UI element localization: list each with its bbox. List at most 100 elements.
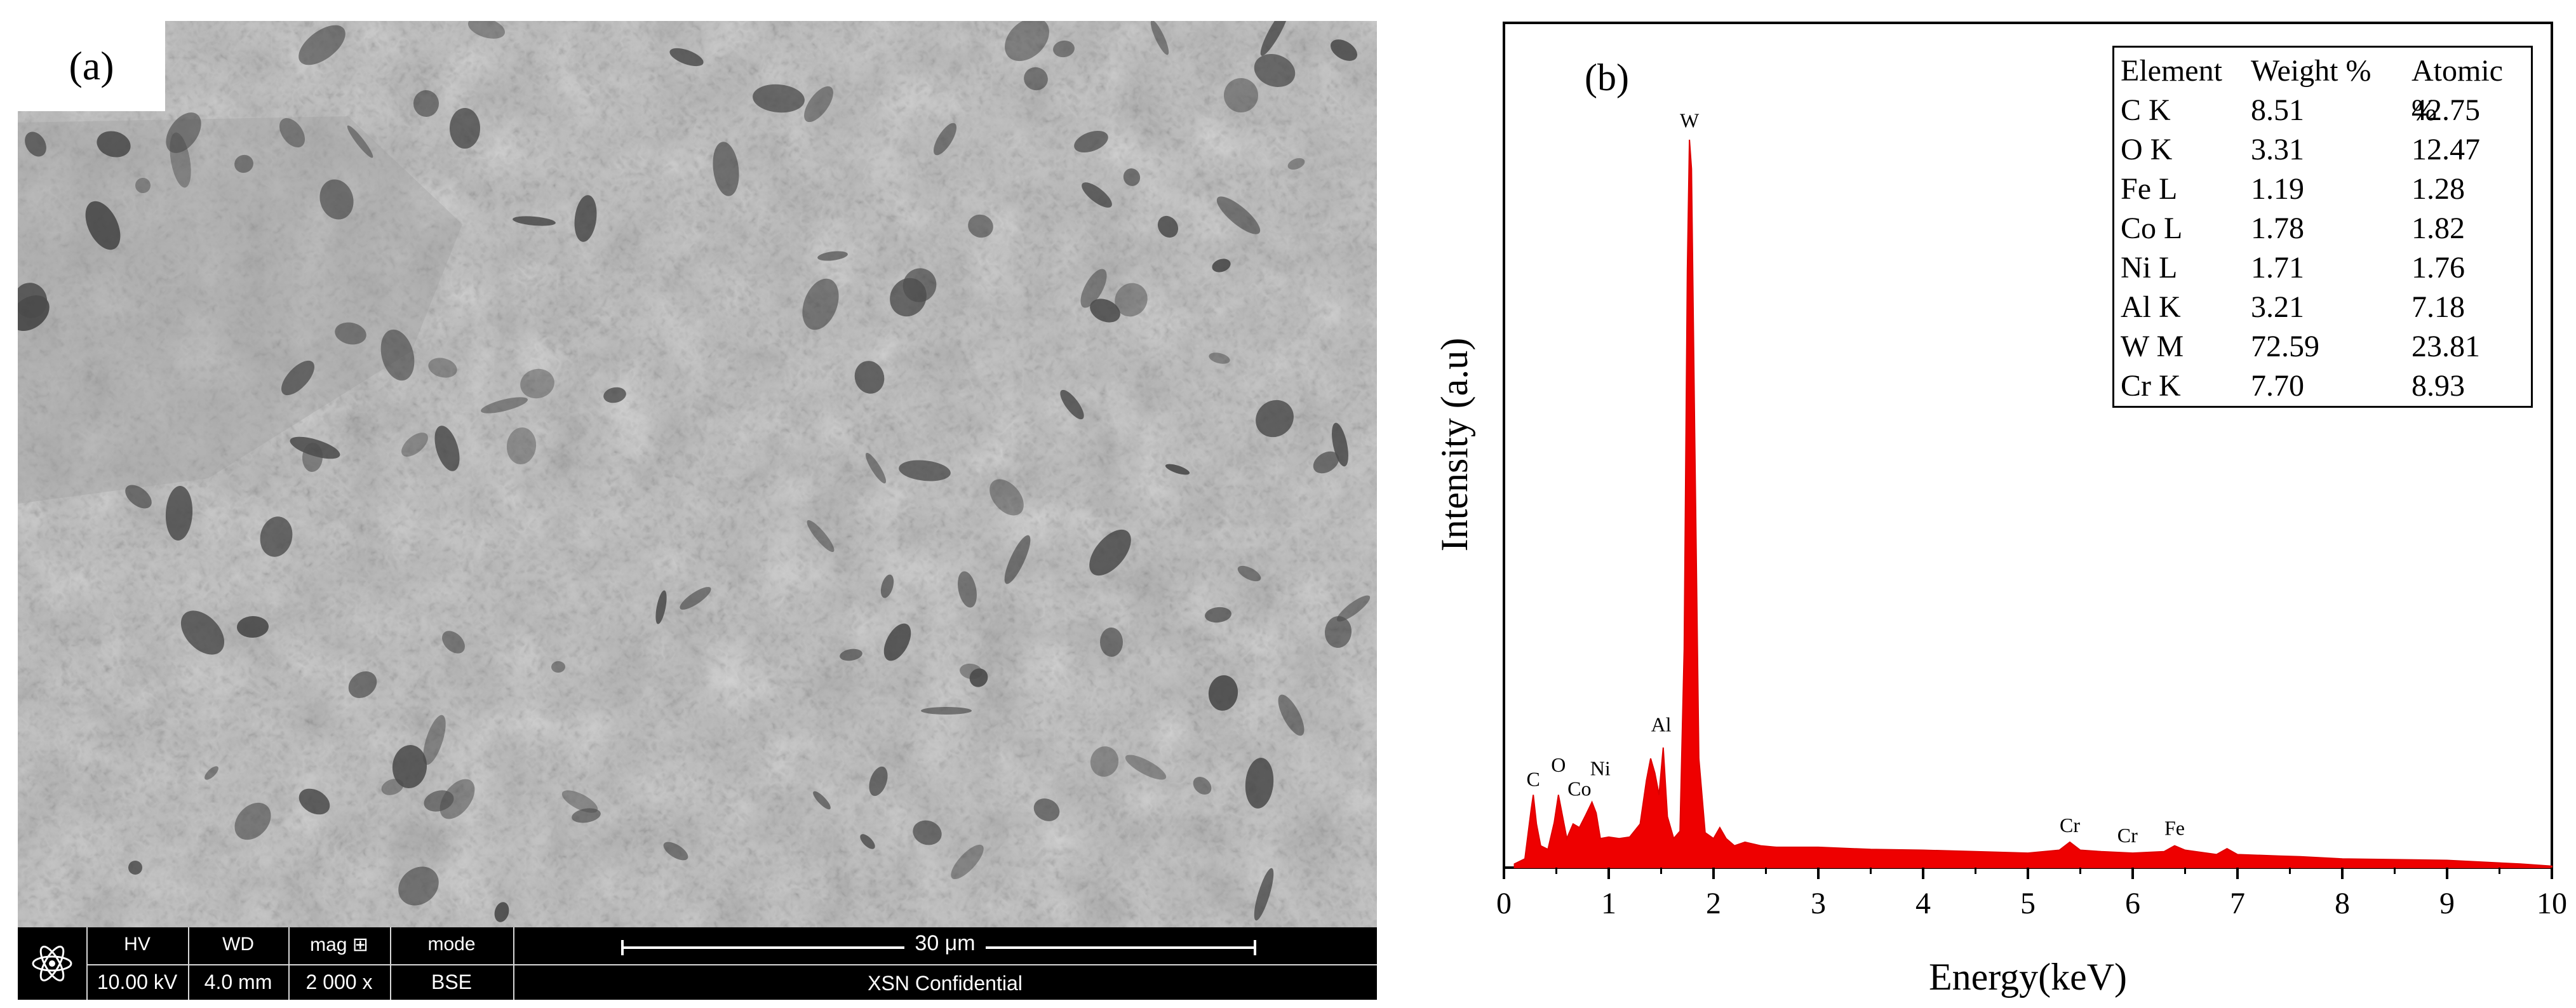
sem-pore bbox=[840, 648, 862, 661]
sem-pore bbox=[1157, 215, 1179, 238]
sem-pore bbox=[428, 358, 457, 378]
sem-pore bbox=[969, 668, 988, 687]
table-cell-atomic: 8.93 bbox=[2412, 369, 2465, 403]
scale-bar: 30 μm bbox=[513, 927, 1377, 964]
sem-pore bbox=[290, 436, 340, 459]
table-row: Cr K 7.70 8.93 bbox=[2114, 366, 2531, 406]
sem-pore bbox=[804, 86, 833, 123]
sem-pore bbox=[1324, 616, 1352, 648]
sem-info-bar: HV 10.00 kV WD 4.0 mm mag ⊞ 2 000 x mode… bbox=[18, 927, 1377, 1000]
sem-pore bbox=[1090, 299, 1120, 323]
sem-pore bbox=[1224, 78, 1258, 112]
sem-pore bbox=[1004, 535, 1031, 584]
sem-pore bbox=[1287, 158, 1305, 170]
sem-pore bbox=[1336, 595, 1371, 622]
sem-pore bbox=[1060, 389, 1084, 420]
sem-pore bbox=[18, 283, 48, 318]
sem-pore bbox=[25, 131, 46, 157]
x-tick-label: 10 bbox=[2537, 887, 2567, 920]
table-cell-weight: 1.71 bbox=[2251, 251, 2304, 285]
sem-pore bbox=[854, 361, 885, 394]
table-cell-element: O K bbox=[2121, 133, 2173, 166]
sem-pore bbox=[128, 861, 142, 875]
sem-pore bbox=[968, 214, 993, 238]
peak-label: Al bbox=[1651, 713, 1672, 736]
x-tick-label: 1 bbox=[1601, 887, 1616, 920]
sem-pore bbox=[380, 329, 415, 381]
table-cell-weight: 3.31 bbox=[2251, 133, 2304, 166]
sem-pore bbox=[1165, 464, 1190, 475]
peak-label: Cr bbox=[2117, 824, 2138, 847]
table-cell-atomic: 1.82 bbox=[2412, 212, 2465, 245]
sem-pore bbox=[860, 834, 875, 849]
table-cell-weight: 8.51 bbox=[2251, 93, 2304, 127]
sem-pore bbox=[381, 779, 404, 795]
sem-pore bbox=[655, 590, 667, 624]
sem-pore bbox=[125, 485, 152, 509]
sem-pore bbox=[1332, 422, 1348, 467]
sem-pore bbox=[302, 443, 323, 472]
sem-pore bbox=[934, 123, 956, 156]
sem-pore bbox=[1080, 269, 1107, 308]
sem-pore bbox=[1209, 353, 1230, 364]
sem-pore bbox=[713, 142, 739, 196]
x-tick-label: 6 bbox=[2125, 887, 2140, 920]
sem-pore bbox=[603, 387, 626, 403]
sem-pore bbox=[299, 25, 345, 65]
sem-pore bbox=[1256, 400, 1294, 438]
mag-label: mag ⊞ bbox=[310, 934, 368, 955]
sem-pore bbox=[753, 84, 805, 113]
table-header-weight: Weight % bbox=[2251, 54, 2371, 88]
sem-pore bbox=[1193, 777, 1212, 795]
sem-pore bbox=[494, 902, 509, 922]
table-header-element: Element bbox=[2121, 54, 2222, 88]
sem-pore bbox=[279, 118, 305, 148]
sem-pore bbox=[401, 433, 428, 457]
table-cell-weight: 3.21 bbox=[2251, 290, 2304, 324]
y-axis-label: Intensity (a.u) bbox=[1433, 338, 1475, 552]
sem-pore bbox=[989, 479, 1024, 516]
sem-pore bbox=[1331, 39, 1357, 61]
panel-label-b: (b) bbox=[1585, 57, 1629, 98]
sem-pore bbox=[520, 368, 554, 399]
sem-pore bbox=[1212, 259, 1231, 272]
sem-pore bbox=[902, 268, 937, 302]
hv-label: HV bbox=[124, 934, 151, 955]
sem-pore bbox=[1074, 130, 1108, 153]
sem-pore bbox=[869, 766, 888, 796]
sem-pore bbox=[180, 610, 225, 655]
sem-pore bbox=[1125, 755, 1167, 780]
x-axis-label: Energy(keV) bbox=[1929, 956, 2127, 998]
wd-value: 4.0 mm bbox=[188, 964, 288, 998]
sem-pore bbox=[1082, 182, 1112, 208]
sem-pore bbox=[561, 790, 598, 813]
sem-micrograph bbox=[18, 21, 1377, 927]
mag-value: 2 000 x bbox=[288, 964, 390, 998]
sem-pore bbox=[299, 788, 330, 815]
table-cell-atomic: 23.81 bbox=[2412, 330, 2480, 363]
sem-pore bbox=[663, 842, 688, 861]
sem-pore bbox=[921, 707, 972, 715]
sem-pore bbox=[347, 125, 373, 158]
x-axis-tick-labels: 0 1 2 3 4 5 6 7 8 9 10 bbox=[1496, 887, 2567, 920]
sem-pore bbox=[866, 452, 886, 484]
sem-pore bbox=[1053, 40, 1075, 58]
x-tick-label: 9 bbox=[2439, 887, 2455, 920]
sem-pore bbox=[807, 520, 835, 553]
panel-label-a: (a) bbox=[18, 21, 165, 111]
sem-pore bbox=[170, 132, 191, 188]
table-row: W M 72.59 23.81 bbox=[2114, 327, 2531, 366]
peak-label: Ni bbox=[1590, 756, 1611, 779]
table-cell-atomic: 12.47 bbox=[2412, 133, 2480, 166]
sem-pore bbox=[506, 427, 537, 464]
sem-pore bbox=[951, 844, 984, 880]
peak-label: C bbox=[1527, 768, 1540, 791]
x-tick-label: 3 bbox=[1811, 887, 1826, 920]
sem-pore bbox=[1089, 529, 1131, 576]
x-tick-label: 7 bbox=[2230, 887, 2245, 920]
sem-pore bbox=[1254, 54, 1296, 87]
sem-pore bbox=[899, 460, 951, 481]
eds-quant-table: Element Weight % Atomic % C K 8.51 42.75… bbox=[2112, 46, 2533, 408]
hv-value: 10.00 kV bbox=[86, 964, 188, 998]
